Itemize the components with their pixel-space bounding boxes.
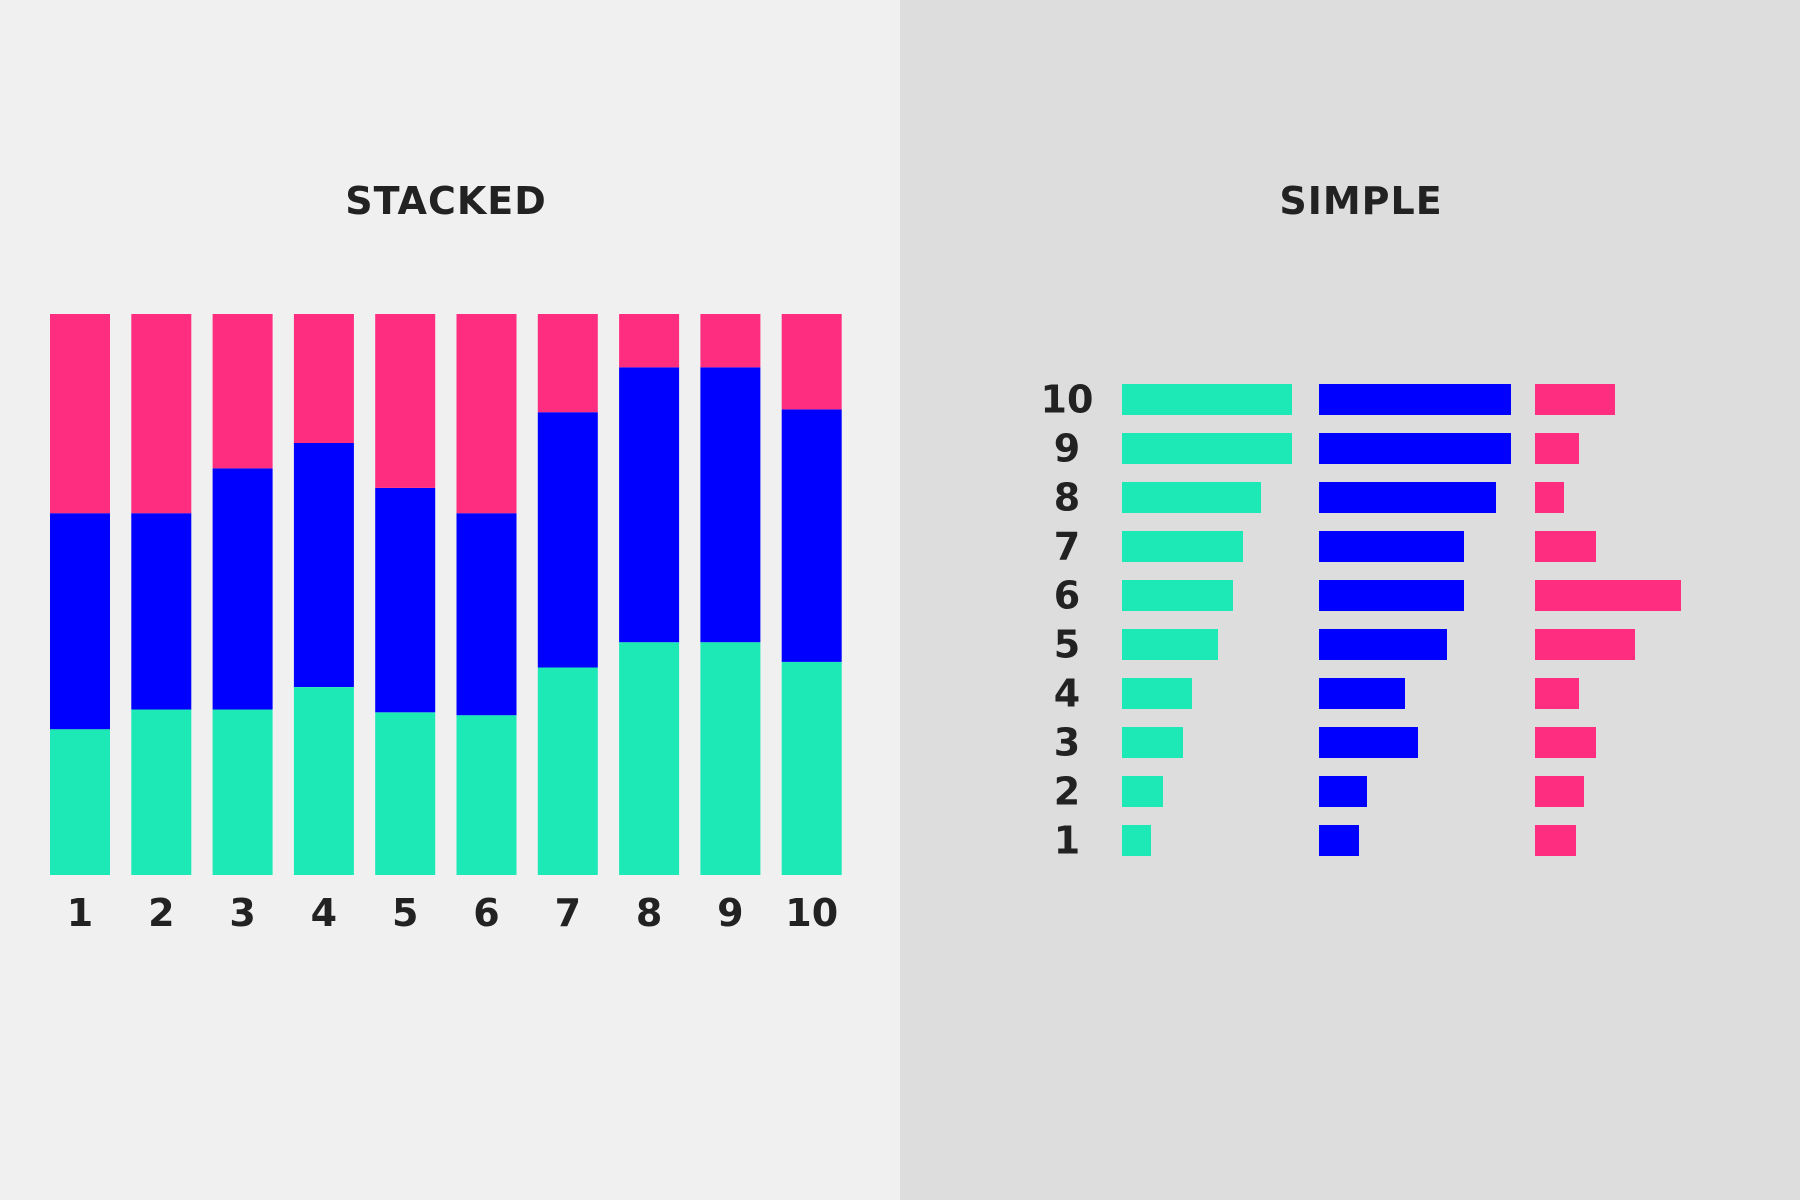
stacked-bar-9-segment-2 [700, 367, 761, 643]
simple-category-label: 2 [1054, 770, 1080, 814]
stacked-bar-8-segment-3 [619, 314, 680, 368]
stacked-bar-9-segment-1 [700, 642, 761, 875]
simple-bar-9-group-3 [1535, 433, 1579, 464]
simple-bar-1-group-3 [1535, 825, 1576, 856]
stacked-category-label: 10 [785, 891, 838, 935]
simple-bar-2-group-2 [1319, 776, 1367, 807]
simple-category-label: 8 [1054, 476, 1080, 520]
simple-bar-3-group-1 [1122, 727, 1183, 758]
stacked-bar-7-segment-1 [537, 667, 598, 875]
stacked-bar-7-segment-2 [537, 412, 598, 668]
simple-bar-1-group-2 [1319, 825, 1359, 856]
simple-category-label: 4 [1054, 672, 1080, 716]
simple-bar-6-group-2 [1319, 580, 1464, 611]
simple-bar-4-group-2 [1319, 678, 1405, 709]
stacked-category-label: 3 [229, 891, 255, 935]
stacked-bar-8-segment-1 [619, 642, 680, 875]
stacked-bar-1-segment-2 [50, 513, 110, 730]
simple-category-label: 10 [1041, 378, 1094, 422]
simple-bar-2-group-1 [1122, 776, 1163, 807]
stacked-bars [50, 314, 842, 875]
simple-bar-9-group-1 [1122, 433, 1292, 464]
simple-category-label: 3 [1054, 721, 1080, 765]
stacked-bar-5-segment-1 [375, 712, 436, 875]
simple-bar-8-group-1 [1122, 482, 1261, 513]
simple-bar-3-group-2 [1319, 727, 1418, 758]
simple-bar-8-group-3 [1535, 482, 1564, 513]
stacked-bar-4-segment-1 [293, 687, 354, 875]
simple-bar-5-group-2 [1319, 629, 1447, 660]
stacked-category-label: 9 [717, 891, 743, 935]
simple-category-label: 7 [1054, 525, 1080, 569]
stacked-bar-3-segment-2 [212, 468, 273, 710]
simple-category-labels: 10 9 8 7 6 5 4 3 2 1 [1041, 378, 1094, 863]
simple-bar-5-group-3 [1535, 629, 1635, 660]
stacked-category-label: 4 [311, 891, 337, 935]
simple-bar-6-group-3 [1535, 580, 1681, 611]
stacked-category-label: 6 [473, 891, 499, 935]
stacked-bar-1-segment-1 [50, 729, 110, 875]
simple-category-label: 6 [1054, 574, 1080, 618]
simple-bar-4-group-3 [1535, 678, 1579, 709]
simple-bar-3-group-3 [1535, 727, 1596, 758]
stacked-category-label: 2 [148, 891, 174, 935]
simple-bar-7-group-1 [1122, 531, 1243, 562]
simple-bar-9-group-2 [1319, 433, 1511, 464]
simple-bar-1-group-1 [1122, 825, 1151, 856]
stacked-bar-5-segment-2 [375, 487, 436, 713]
stacked-bar-3-segment-3 [212, 314, 273, 469]
simple-bar-10-group-3 [1535, 384, 1615, 415]
stacked-chart-title: STACKED [345, 179, 547, 223]
simple-category-label: 9 [1054, 427, 1080, 471]
stacked-bar-6-segment-2 [456, 513, 517, 716]
stacked-bar-10-segment-1 [781, 661, 842, 875]
simple-bar-10-group-2 [1319, 384, 1511, 415]
stacked-category-label: 8 [636, 891, 662, 935]
stacked-bar-8-segment-2 [619, 367, 680, 643]
stacked-bar-1-segment-3 [50, 314, 110, 514]
simple-bar-7-group-2 [1319, 531, 1464, 562]
stacked-bar-10-segment-3 [781, 314, 842, 410]
stacked-bar-4-segment-3 [293, 314, 354, 443]
simple-bar-2-group-3 [1535, 776, 1584, 807]
simple-bar-8-group-2 [1319, 482, 1496, 513]
stacked-bar-6-segment-1 [456, 715, 517, 875]
simple-bars [1122, 384, 1681, 856]
stacked-bar-3-segment-1 [212, 709, 273, 875]
simple-chart-title: SIMPLE [1279, 179, 1442, 223]
stacked-bar-10-segment-2 [781, 409, 842, 662]
simple-bar-6-group-1 [1122, 580, 1233, 611]
stacked-category-label: 1 [67, 891, 93, 935]
stacked-bar-2-segment-3 [131, 314, 192, 514]
simple-bar-7-group-3 [1535, 531, 1596, 562]
stacked-bar-5-segment-3 [375, 314, 436, 488]
stacked-bar-2-segment-1 [131, 709, 192, 875]
stacked-bar-7-segment-3 [537, 314, 598, 413]
stacked-category-labels: 1 2 3 4 5 6 7 8 9 10 [67, 891, 838, 935]
simple-bar-10-group-1 [1122, 384, 1292, 415]
stacked-bar-2-segment-2 [131, 513, 192, 710]
stacked-bar-9-segment-3 [700, 314, 761, 368]
stacked-category-label: 5 [392, 891, 418, 935]
stacked-bar-4-segment-2 [293, 443, 354, 687]
simple-category-label: 1 [1054, 819, 1080, 863]
stacked-bar-6-segment-3 [456, 314, 517, 514]
stacked-category-label: 7 [555, 891, 581, 935]
simple-bar-5-group-1 [1122, 629, 1218, 660]
simple-bar-4-group-1 [1122, 678, 1192, 709]
simple-category-label: 5 [1054, 623, 1080, 667]
